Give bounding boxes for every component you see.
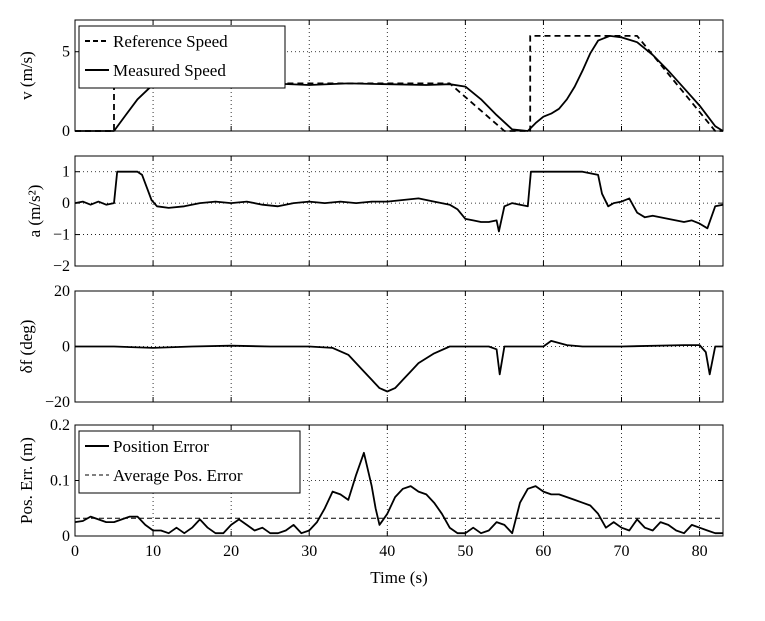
series-line-1 bbox=[75, 339, 723, 393]
x-tick-label: 60 bbox=[535, 543, 551, 560]
y-tick-label: 0 bbox=[62, 123, 70, 140]
y-tick-label: 0.1 bbox=[50, 473, 70, 490]
y-axis-label: δf (deg) bbox=[17, 320, 36, 374]
panel-3 bbox=[74, 290, 724, 403]
series-line-1 bbox=[74, 170, 724, 233]
y-tick-label: −2 bbox=[53, 258, 70, 275]
series-line-1 bbox=[75, 35, 723, 132]
y-axis-label: v (m/s) bbox=[17, 51, 36, 100]
panel-4 bbox=[74, 424, 724, 537]
x-tick-label: 70 bbox=[614, 543, 630, 560]
y-axis-label: a (m/s²) bbox=[25, 185, 44, 238]
x-axis-label: Time (s) bbox=[370, 568, 427, 587]
legend-box bbox=[78, 430, 301, 494]
y-tick-label: 0 bbox=[62, 528, 70, 545]
y-tick-label: 0.2 bbox=[50, 417, 70, 434]
legend-label: Average Pos. Error bbox=[113, 466, 243, 485]
x-tick-label: 50 bbox=[457, 543, 473, 560]
y-tick-label: 0 bbox=[62, 195, 70, 212]
legend bbox=[78, 25, 286, 89]
series-line-1 bbox=[74, 451, 723, 535]
x-tick-label: 0 bbox=[71, 543, 79, 560]
plot-frame bbox=[74, 424, 724, 537]
x-tick-label: 40 bbox=[379, 543, 395, 560]
y-tick-label: −20 bbox=[45, 394, 70, 411]
plot-frame bbox=[74, 155, 724, 267]
x-tick-label: 30 bbox=[301, 543, 317, 560]
y-tick-label: −1 bbox=[53, 227, 70, 244]
plot-frame bbox=[74, 19, 724, 132]
y-tick-label: 20 bbox=[54, 283, 70, 300]
legend-label: Position Error bbox=[113, 437, 209, 456]
legend-box bbox=[78, 25, 286, 89]
y-tick-label: 5 bbox=[62, 44, 70, 61]
legend-label: Reference Speed bbox=[113, 32, 228, 51]
x-tick-label: 10 bbox=[145, 543, 161, 560]
y-tick-label: 1 bbox=[62, 164, 70, 181]
x-tick-label: 20 bbox=[223, 543, 239, 560]
y-tick-label: 0 bbox=[62, 339, 70, 356]
legend-label: Measured Speed bbox=[113, 61, 226, 80]
panel-2 bbox=[74, 155, 724, 267]
y-axis-label: Pos. Err. (m) bbox=[17, 437, 36, 524]
panel-1 bbox=[74, 19, 724, 132]
x-tick-label: 80 bbox=[692, 543, 708, 560]
plot-frame bbox=[74, 290, 724, 403]
legend bbox=[78, 430, 301, 494]
